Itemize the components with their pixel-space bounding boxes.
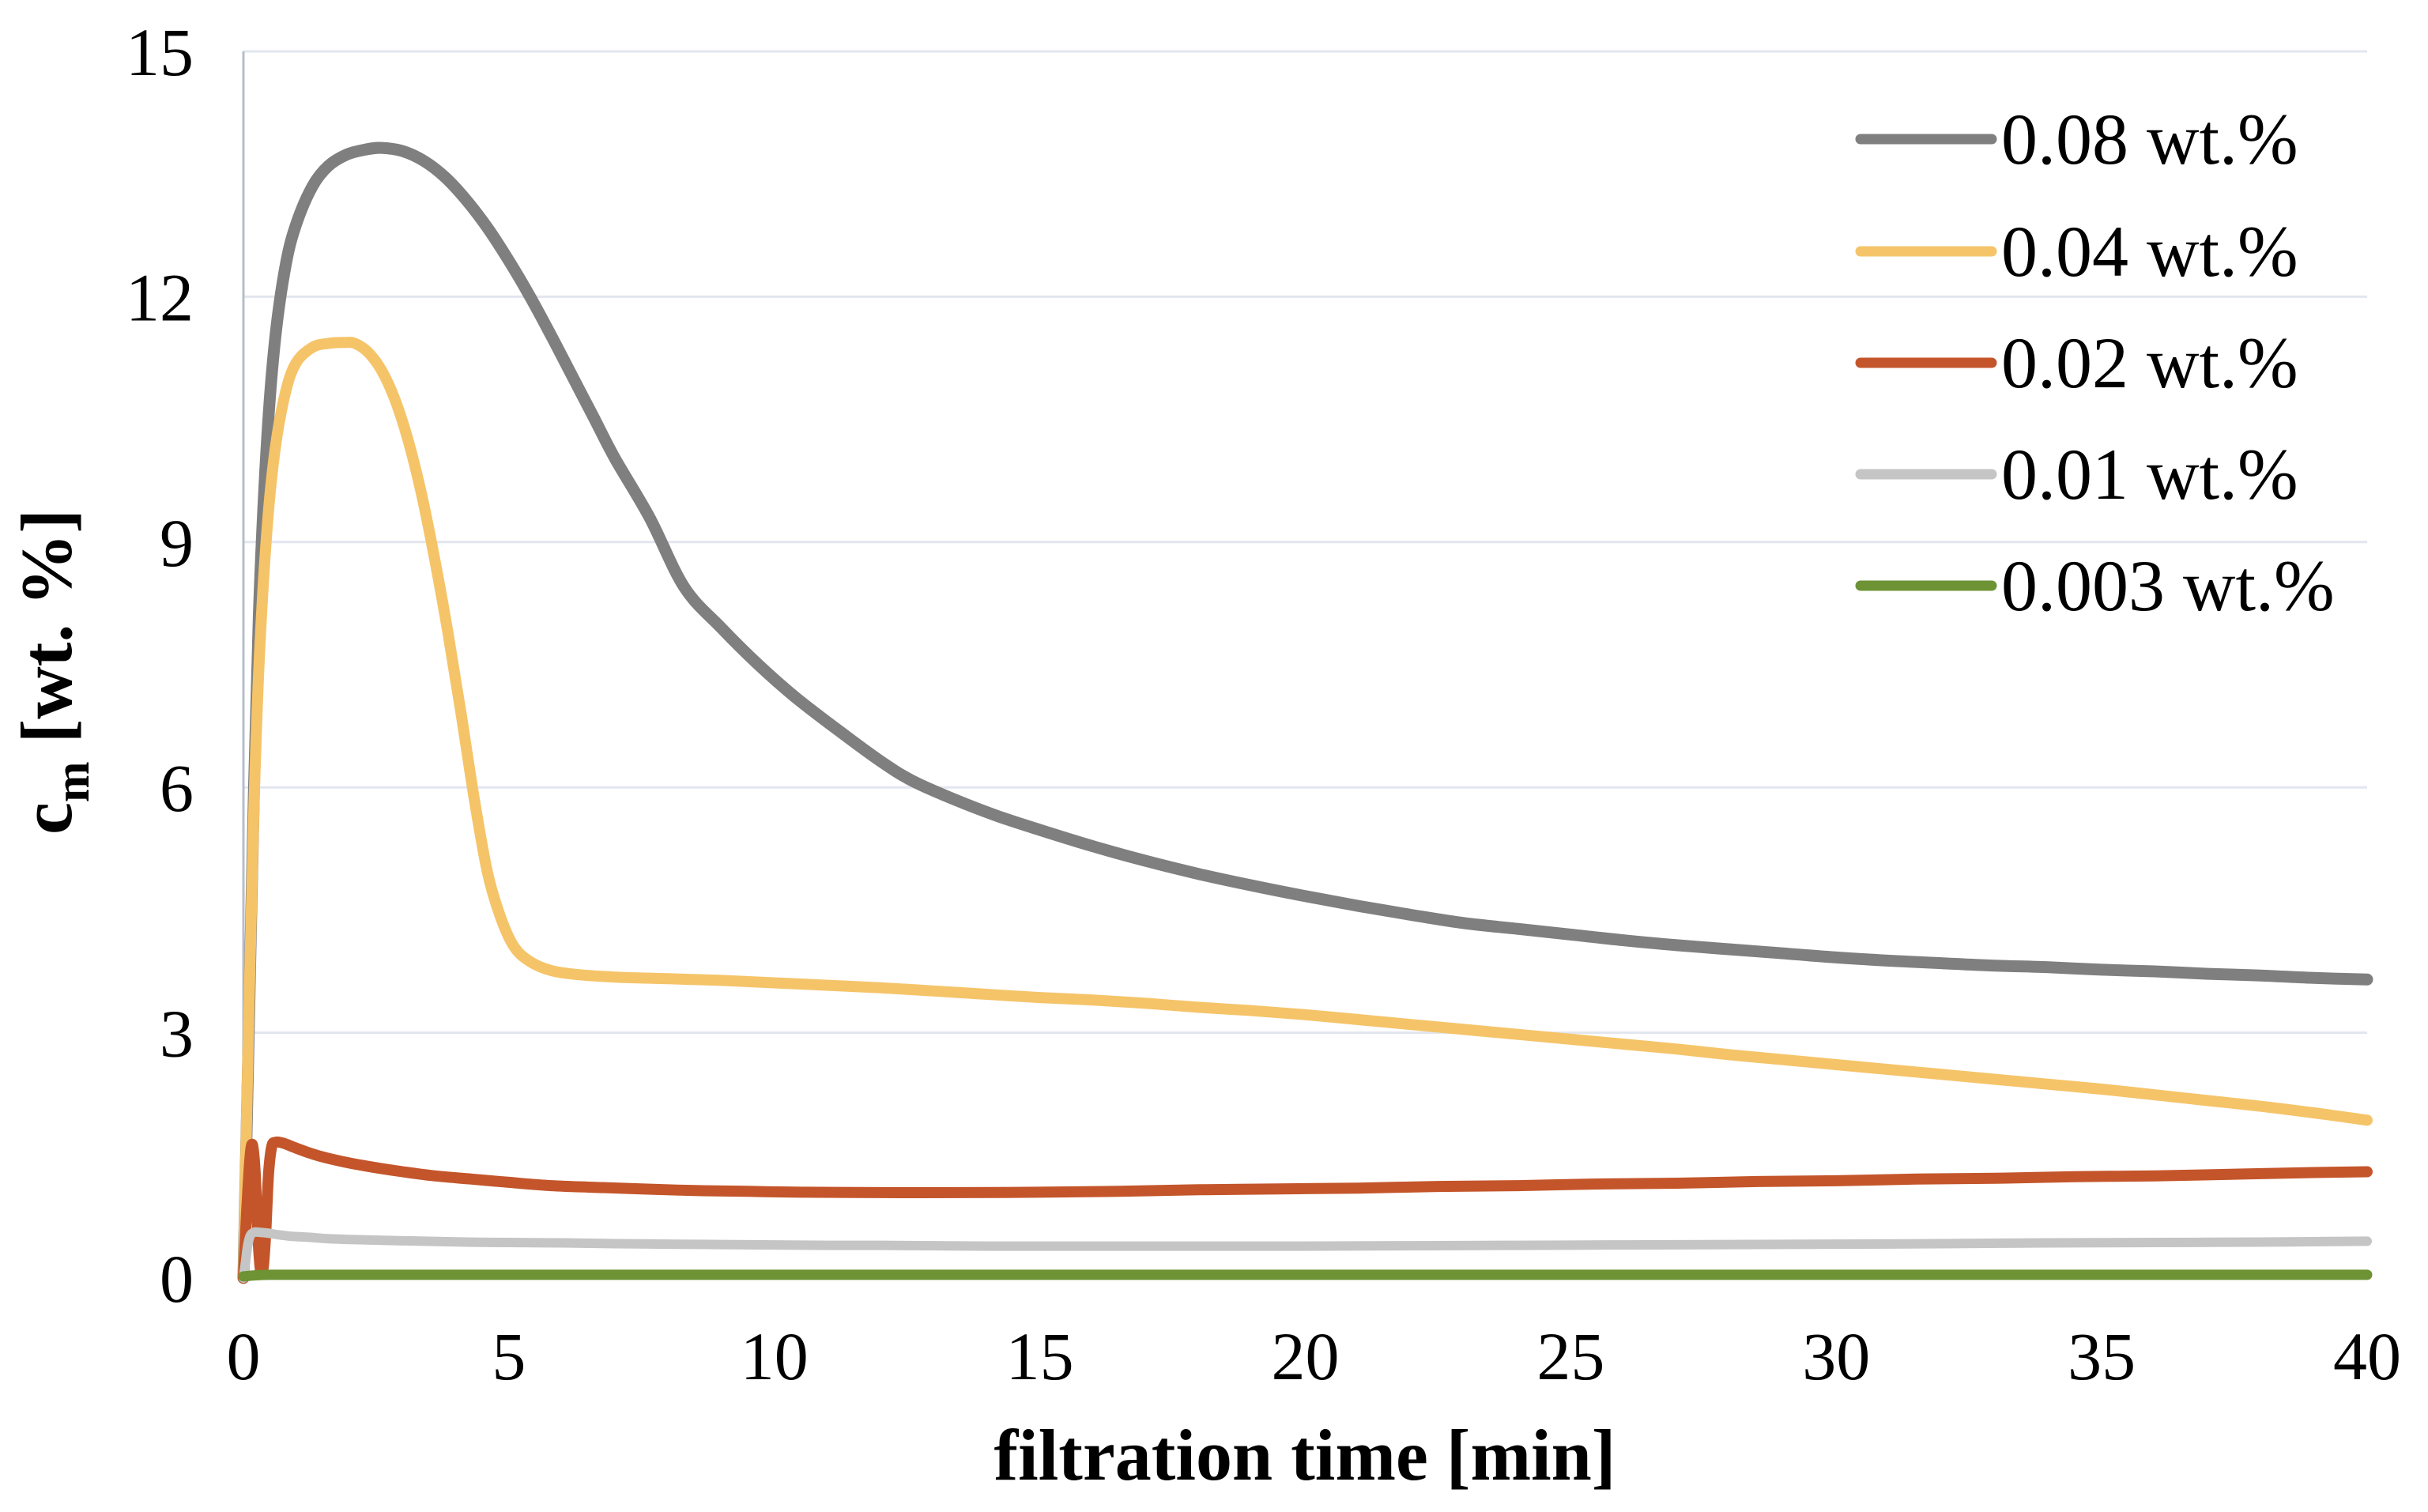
x-tick-label-15: 15 [1006,1318,1074,1394]
y-tick-label-9: 9 [160,505,194,581]
legend-label: 0.003 wt.% [2001,545,2335,626]
legend-item-0.02.: 0.02 wt.% [1855,322,2298,403]
y-tick-label-6: 6 [160,750,194,826]
series-line-0.01. [239,1227,2372,1283]
x-tick-label-10: 10 [741,1318,809,1394]
legend-label: 0.01 wt.% [2001,434,2298,515]
legend-group: 0.08 wt.% 0.04 wt.% 0.02 wt.% 0.01 wt.% 0.00… [1855,99,2335,626]
y-tick-label-0: 0 [160,1241,194,1317]
x-tick-label-40: 40 [2333,1318,2401,1394]
x-tick-labels-group: 0 5 10 15 20 25 30 35 40 [227,1318,2402,1394]
legend-item-0.08.: 0.08 wt.% [1855,99,2298,179]
y-tick-label-12: 12 [126,259,194,335]
series-line-0.02. [238,1136,2373,1284]
legend-label: 0.08 wt.% [2001,99,2298,179]
legend-label: 0.02 wt.% [2001,322,2298,403]
series-line-0.003. [238,1269,2373,1282]
x-tick-label-5: 5 [492,1318,526,1394]
legend-label: 0.04 wt.% [2001,211,2298,292]
series-line-0.04. [238,337,2373,1284]
y-tick-label-3: 3 [160,996,194,1072]
y-tick-labels-group: 0 3 6 9 12 15 [126,14,194,1317]
x-tick-label-30: 30 [1802,1318,1870,1394]
y-axis-title-text: cm [wt. %] [6,509,100,835]
x-tick-label-0: 0 [227,1318,261,1394]
y-axis-title: cm [wt. %] [6,509,100,835]
gridlines-group [243,50,2367,1035]
x-axis-title: filtration time [min] [994,1415,1616,1495]
x-tick-label-25: 25 [1536,1318,1604,1394]
legend-item-0.04.: 0.04 wt.% [1855,211,2298,292]
y-tick-label-15: 15 [126,14,194,90]
x-tick-label-20: 20 [1272,1318,1340,1394]
series-line-0.08. [237,141,2373,1284]
legend-item-0.003.: 0.003 wt.% [1855,545,2335,626]
x-tick-label-35: 35 [2068,1318,2136,1394]
series-lines-group [237,141,2373,1284]
legend-item-0.01.: 0.01 wt.% [1855,434,2298,515]
